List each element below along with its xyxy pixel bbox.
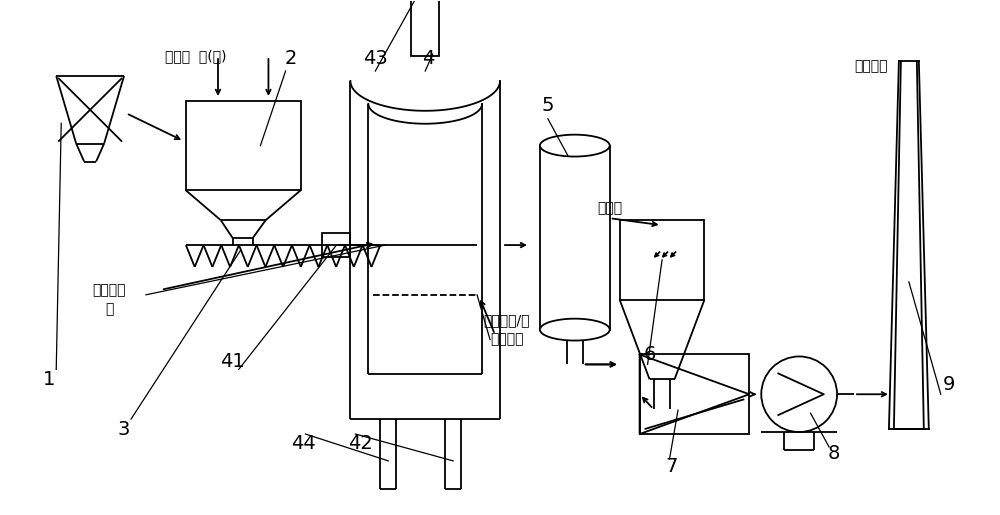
Bar: [186, 101, 301, 191]
Ellipse shape: [540, 134, 610, 157]
Circle shape: [761, 356, 837, 432]
Bar: [411, 0, 439, 56]
Text: 烟气排放: 烟气排放: [854, 59, 888, 73]
Bar: [322, 233, 350, 257]
Text: 42: 42: [348, 435, 373, 454]
Text: 6: 6: [643, 345, 656, 364]
Bar: [620, 220, 704, 300]
Text: 2: 2: [284, 48, 297, 67]
Text: 熔融金属/陶
瓷分界面: 熔融金属/陶 瓷分界面: [484, 314, 530, 346]
Text: 7: 7: [665, 457, 678, 476]
Text: 3: 3: [118, 420, 130, 439]
Text: 熔融物液
面: 熔融物液 面: [92, 284, 126, 316]
Text: 41: 41: [220, 352, 245, 371]
Text: 4: 4: [422, 48, 434, 67]
Text: 8: 8: [828, 444, 840, 464]
Text: 冷却水: 冷却水: [597, 201, 622, 215]
Bar: [640, 354, 749, 434]
Text: 石灰石  铜(铁): 石灰石 铜(铁): [165, 49, 227, 63]
Text: 9: 9: [943, 375, 955, 394]
Ellipse shape: [540, 319, 610, 340]
Text: 5: 5: [542, 96, 554, 115]
Text: 1: 1: [43, 370, 55, 389]
Text: 44: 44: [291, 435, 316, 454]
Bar: [540, 146, 610, 330]
Text: 43: 43: [363, 48, 388, 67]
